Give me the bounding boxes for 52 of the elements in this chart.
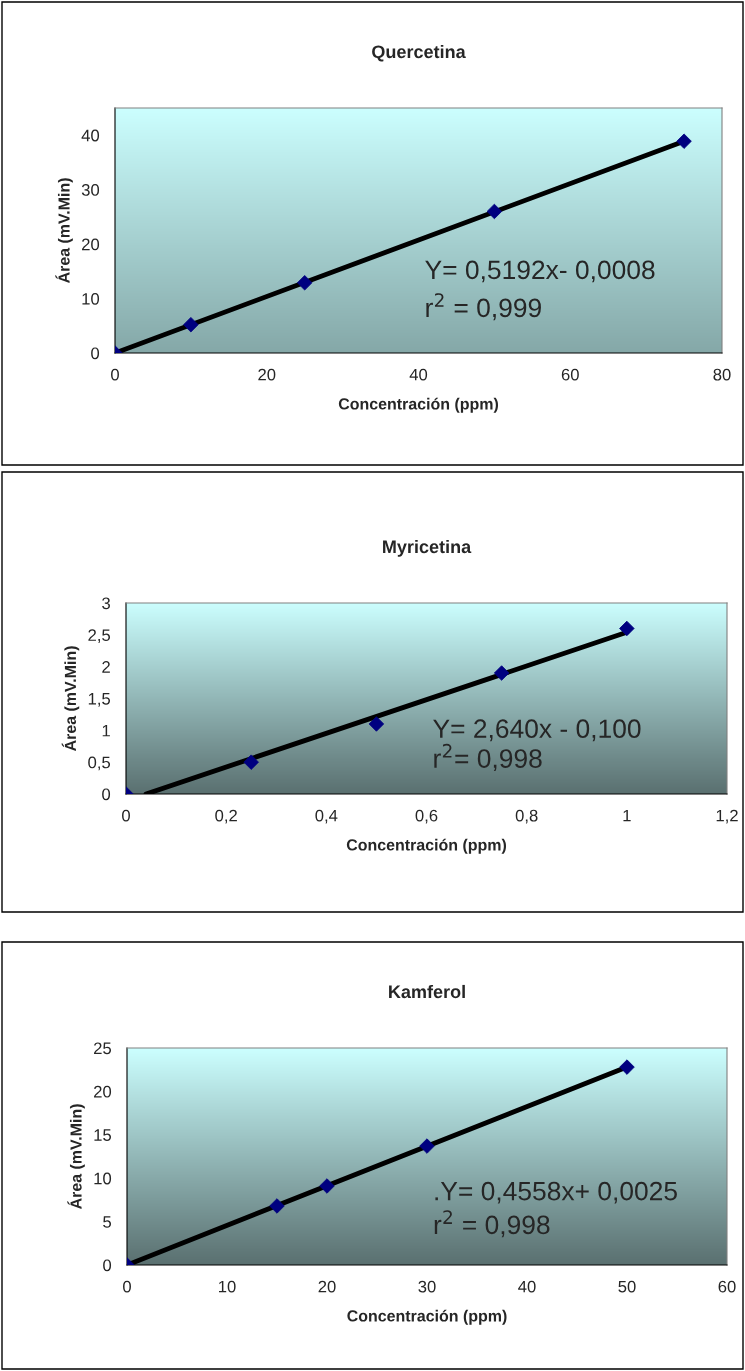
y-tick-label: 5 — [103, 1216, 112, 1228]
x-tick-label: 60 — [718, 1280, 736, 1293]
x-tick-label: 10 — [219, 1280, 236, 1293]
x-tick-label: 30 — [418, 1280, 436, 1293]
x-tick-label: 0,2 — [215, 809, 237, 824]
x-tick-label: 20 — [258, 368, 276, 381]
x-tick-label: 0 — [122, 809, 130, 822]
x-tick-label: 40 — [409, 368, 428, 381]
x-tick-label: 0,8 — [515, 809, 538, 824]
y-tick-label: 3 — [102, 597, 110, 610]
x-tick-label: 0,6 — [415, 809, 438, 824]
y-axis-title: Área (mV.Min) — [61, 646, 80, 752]
y-tick-label: 0 — [91, 347, 100, 360]
x-axis-title: Concentración (ppm) — [347, 1309, 507, 1325]
point — [319, 1178, 335, 1194]
y-tick-label: 30 — [81, 184, 100, 196]
x-tick-label: 1,2 — [716, 809, 738, 824]
x-axis-title: Concentración (ppm) — [338, 397, 499, 413]
x-tick-label: 40 — [518, 1280, 536, 1293]
annotation: r$^{2}$ = 0,999 — [426, 293, 541, 321]
y-tick-label: 1 — [102, 724, 110, 737]
y-tick-label: 0 — [103, 1259, 112, 1272]
x-tick-label: 50 — [618, 1280, 636, 1293]
y-tick-label: 20 — [94, 1085, 112, 1098]
y-tick-label: 15 — [94, 1129, 112, 1141]
y-tick-label: 40 — [81, 129, 100, 142]
x-tick-label: 20 — [318, 1280, 336, 1293]
x-tick-label: 0 — [123, 1280, 131, 1293]
y-axis-title: Área (mV.Min) — [67, 1104, 85, 1210]
x-tick-label: 0,4 — [315, 809, 338, 824]
chart-title: Quercetina — [372, 44, 466, 62]
x-tick-label: 80 — [713, 368, 731, 381]
annotation: Y= 2,640x - 0,100 — [433, 719, 641, 742]
chart-title: Kamferol — [389, 984, 465, 999]
y-tick-label: 20 — [82, 238, 100, 251]
y-tick-label: 0 — [102, 788, 111, 801]
annotation: r$^{2}$ = 0,998 — [434, 1210, 550, 1238]
annotation: r$^{2}$= 0,998 — [434, 743, 542, 772]
annotation: Y= 0,5192x- 0,0008 — [425, 260, 655, 283]
y-tick-label: 2,5 — [88, 629, 111, 644]
y-tick-label: 10 — [94, 1172, 112, 1185]
chart-title: Myricetina — [383, 539, 472, 557]
y-tick-label: 0,5 — [88, 756, 111, 771]
y-tick-label: 25 — [94, 1042, 112, 1055]
y-tick-label: 10 — [82, 292, 100, 305]
y-axis-title: Área (mV.Min) — [55, 178, 73, 284]
annotation: .Y= 0,4558x+ 0,0025 — [435, 1181, 677, 1204]
x-tick-label: 1 — [623, 809, 631, 822]
y-tick-label: 2 — [102, 661, 110, 673]
x-axis-title: Concentración (ppm) — [346, 838, 507, 854]
y-tick-label: 1,5 — [88, 693, 111, 707]
x-tick-label: 60 — [561, 368, 579, 381]
